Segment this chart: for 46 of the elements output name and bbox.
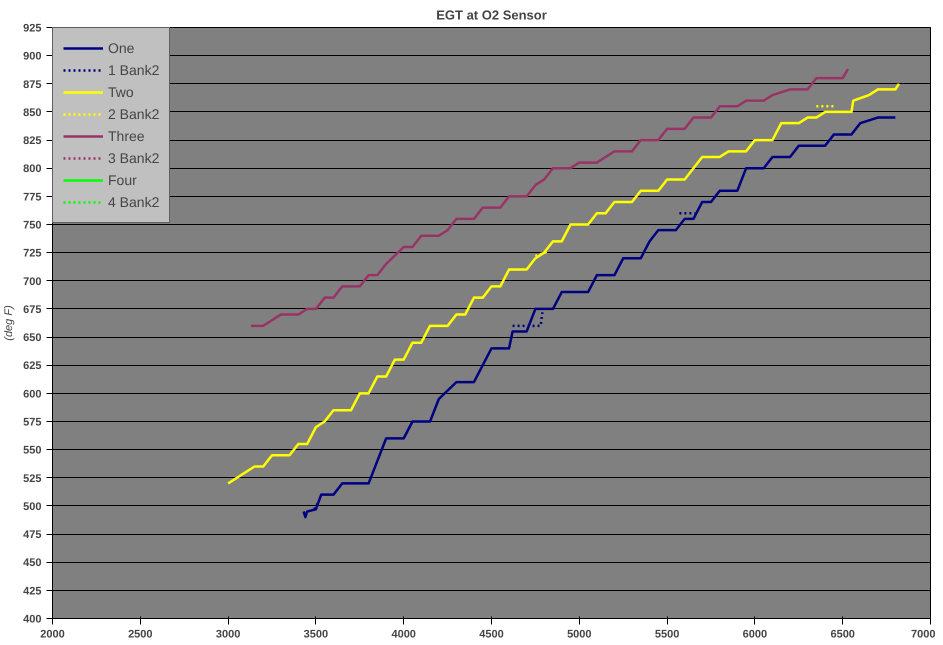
legend-label: Four (108, 172, 137, 188)
x-tick-label: 6500 (830, 628, 855, 640)
y-tick-label: 625 (23, 360, 42, 372)
legend-label: Two (108, 84, 134, 100)
y-tick-label: 875 (23, 78, 42, 91)
y-tick-label: 600 (23, 388, 42, 400)
y-tick-label: 900 (23, 50, 42, 63)
line-series (226, 82, 900, 485)
line-series (302, 116, 897, 518)
x-tick-label: 3000 (216, 628, 240, 640)
legend-label: Three (108, 128, 145, 144)
line-series (250, 68, 850, 328)
x-tick-label: 4500 (479, 628, 504, 640)
x-tick-label: 5500 (654, 628, 680, 640)
y-tick-label: 775 (23, 191, 42, 204)
y-tick-label: 675 (23, 304, 42, 316)
y-tick-label: 850 (23, 106, 42, 119)
y-tick-label: 750 (23, 220, 42, 232)
y-tick-label: 800 (23, 163, 42, 176)
y-tick-label: 425 (23, 585, 42, 598)
y-tick-label: 825 (23, 135, 42, 148)
y-tick-label: 575 (23, 416, 42, 428)
legend-label: 4 Bank2 (108, 194, 160, 210)
y-tick-label: 525 (23, 472, 42, 485)
x-tick-label: 3500 (304, 628, 328, 640)
x-tick-label: 6000 (742, 628, 768, 640)
y-tick-label: 725 (23, 248, 42, 260)
legend-label: 1 Bank2 (108, 62, 160, 78)
x-tick-label: 7000 (911, 628, 936, 640)
x-tick-label: 2500 (128, 628, 153, 640)
y-tick-label: 700 (23, 276, 42, 288)
y-tick-label: 500 (23, 500, 42, 513)
x-tick-label: 2000 (40, 628, 65, 640)
y-tick-label: 650 (23, 332, 42, 344)
y-axis-title: (deg F) (3, 304, 16, 341)
y-tick-label: 475 (23, 529, 42, 542)
legend-label: 2 Bank2 (108, 106, 160, 122)
x-tick-label: 5000 (567, 628, 592, 640)
y-tick-label: 400 (23, 614, 42, 626)
y-tick-label: 450 (23, 557, 42, 570)
y-tick-label: 550 (23, 444, 42, 457)
x-tick-label: 4000 (391, 628, 416, 640)
legend-label: One (108, 40, 134, 56)
legend-label: 3 Bank2 (108, 150, 160, 166)
chart-title: EGT at O2 Sensor (436, 8, 547, 22)
y-tick-label: 925 (23, 22, 42, 34)
